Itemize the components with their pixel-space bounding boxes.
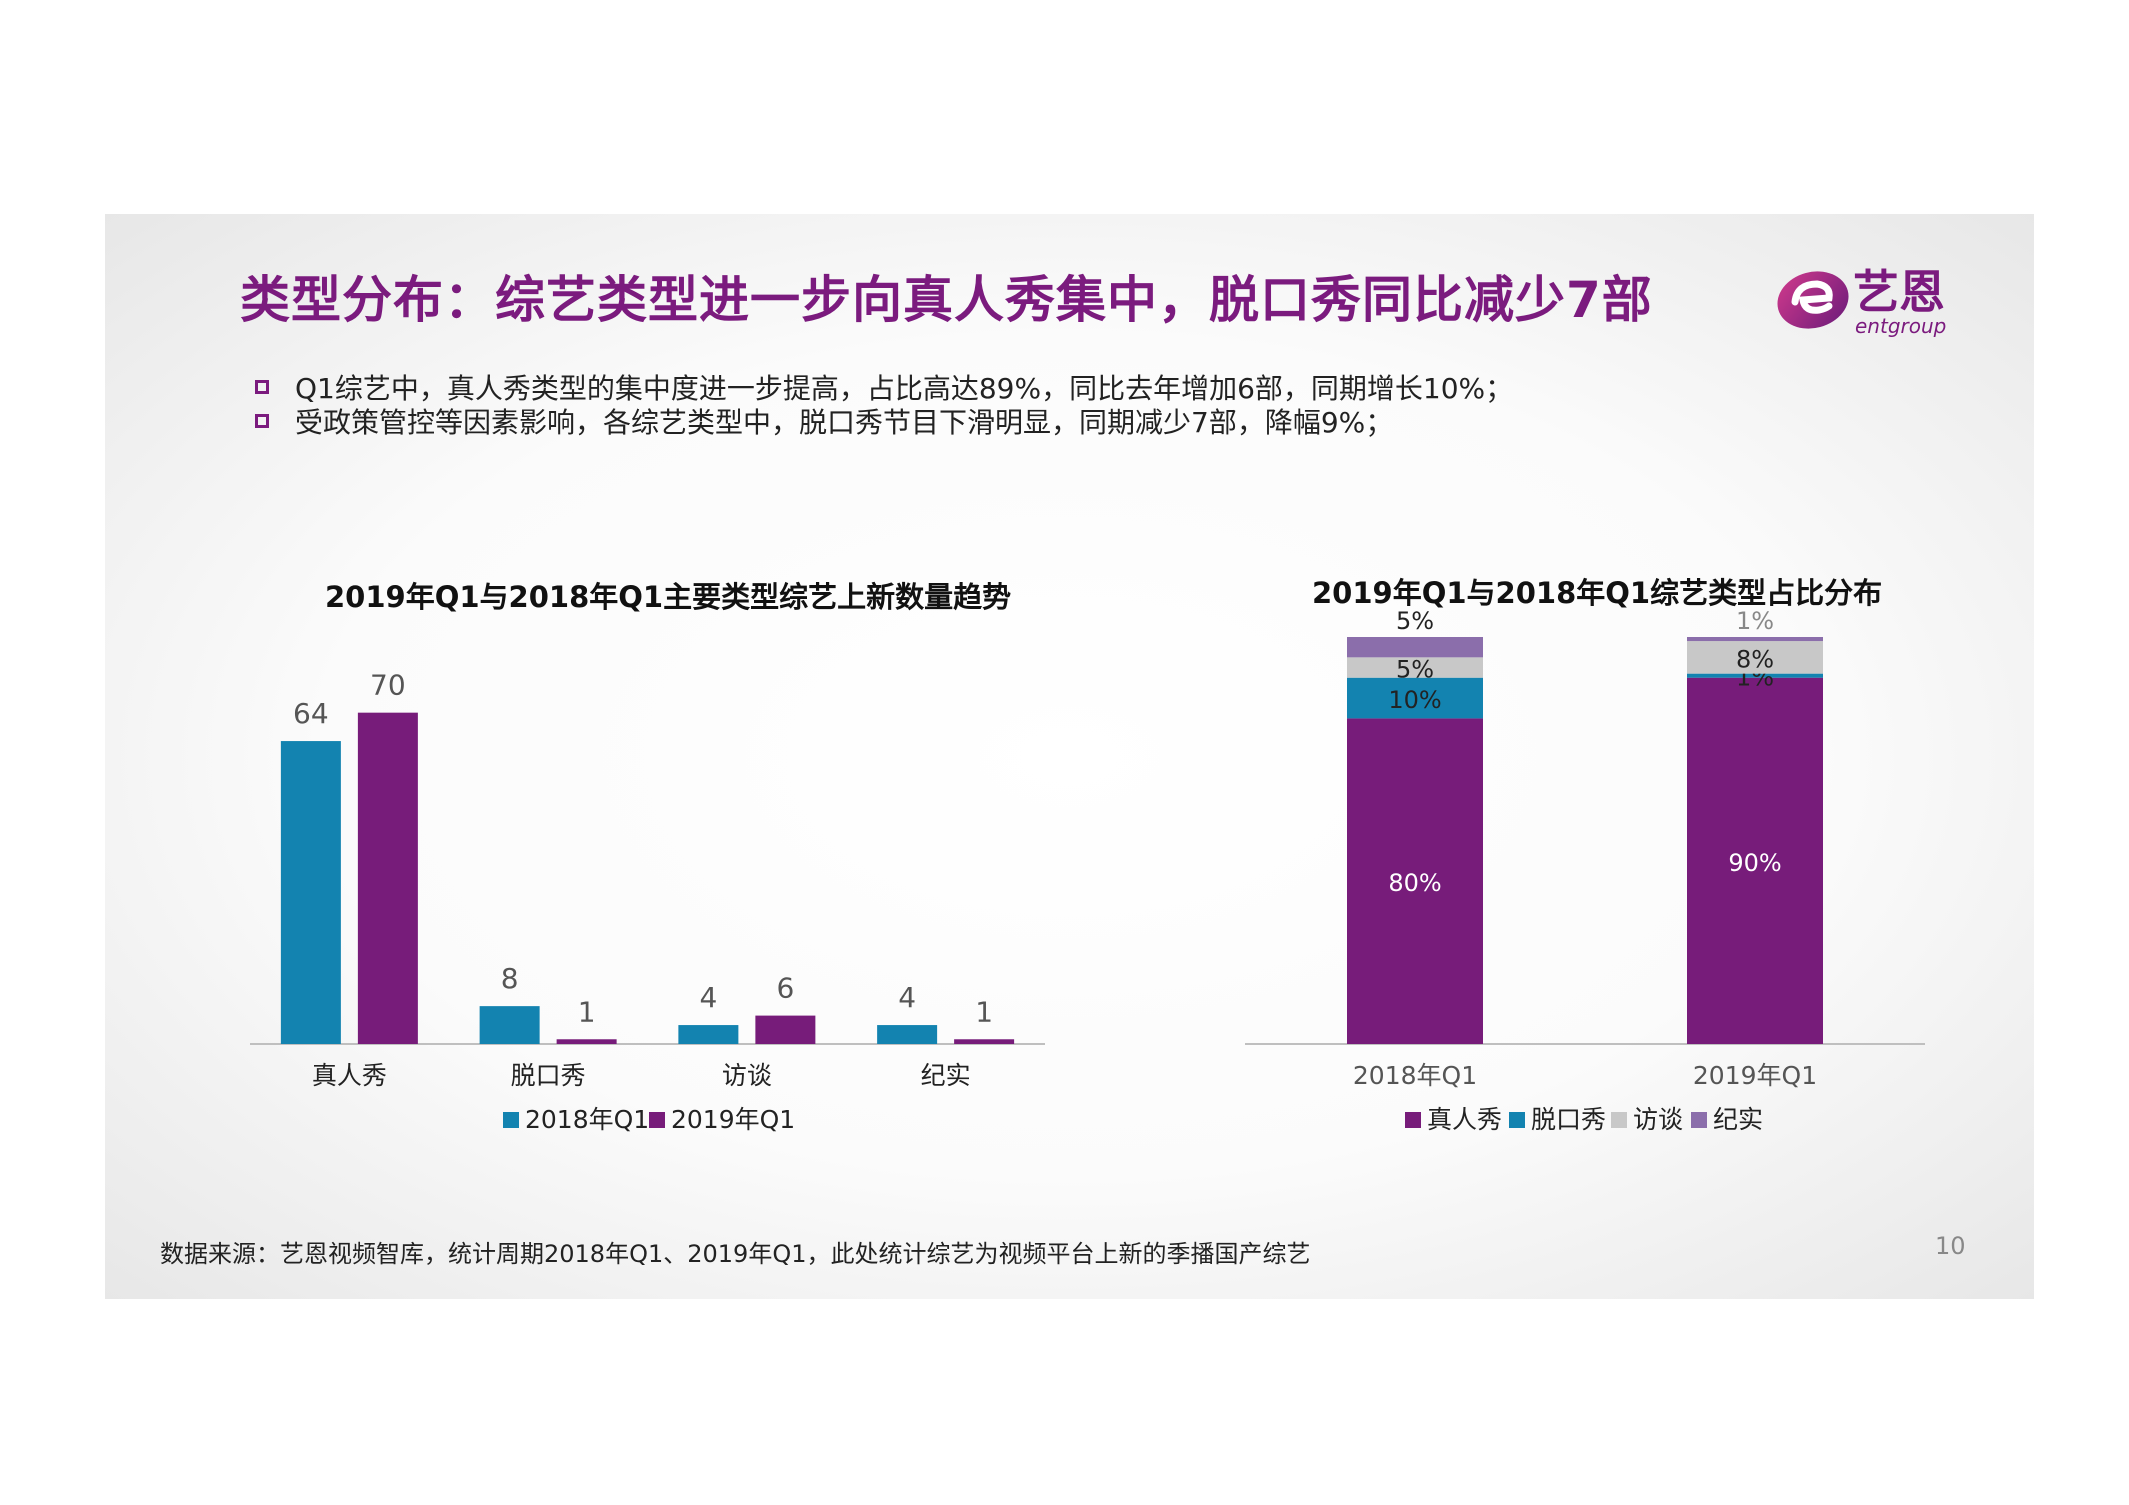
bar-value-label: 4	[699, 981, 717, 1014]
legend-label: 2018年Q1	[525, 1105, 649, 1134]
slide-title: 类型分布：综艺类型进一步向真人秀集中，脱口秀同比减少7部	[240, 271, 1653, 329]
logo-text: 艺恩	[1853, 265, 1945, 319]
segment-value-label: 80%	[1388, 869, 1441, 897]
segment-value-label: 5%	[1396, 656, 1434, 684]
segment-纪实-2018年Q1	[1347, 637, 1483, 658]
segment-value-label: 10%	[1388, 686, 1441, 714]
legend-swatch	[1691, 1112, 1707, 1128]
stacked-chart-title: 2019年Q1与2018年Q1综艺类型占比分布	[1312, 576, 1883, 610]
x-tick-label: 脱口秀	[511, 1061, 586, 1090]
square-bullet-icon	[255, 414, 269, 428]
segment-value-label: 5%	[1396, 607, 1434, 635]
bar-2018年Q1-真人秀	[280, 741, 341, 1044]
entgroup-logo: 艺恩 entgroup	[1775, 262, 1975, 342]
bar-2019年Q1-真人秀	[357, 712, 418, 1044]
segment-脱口秀-2018年Q1	[1347, 677, 1483, 719]
segment-脱口秀-2019年Q1	[1687, 673, 1823, 678]
legend-label: 纪实	[1713, 1105, 1763, 1134]
page-number: 10	[1935, 1232, 1966, 1260]
legend-swatch	[503, 1112, 519, 1128]
bar-value-label: 64	[293, 697, 329, 730]
legend-swatch	[1509, 1112, 1525, 1128]
segment-纪实-2019年Q1	[1687, 637, 1823, 642]
data-source-note: 数据来源：艺恩视频智库，统计周期2018年Q1、2019年Q1，此处统计综艺为视…	[160, 1240, 1311, 1268]
segment-value-label: 8%	[1736, 645, 1774, 673]
bar-2018年Q1-脱口秀	[479, 1006, 540, 1044]
legend-label: 2019年Q1	[671, 1105, 795, 1134]
logo-e-icon	[1777, 271, 1849, 329]
bar-value-label: 8	[501, 962, 519, 995]
bullet-text: Q1综艺中，真人秀类型的集中度进一步提高，占比高达89%，同比去年增加6部，同期…	[295, 372, 1514, 405]
segment-value-label: 90%	[1728, 849, 1781, 877]
logo-subtext: entgroup	[1855, 314, 1947, 338]
stacked-bar-chart: 80%10%5%5%2018年Q190%1%8%1%2019年Q1真人秀 脱口秀访…	[1245, 607, 1925, 1134]
bullet-item: Q1综艺中，真人秀类型的集中度进一步提高，占比高达89%，同比去年增加6部，同期…	[255, 370, 1514, 405]
segment-真人秀-2018年Q1	[1347, 718, 1483, 1044]
segment-value-label: 1%	[1736, 607, 1774, 635]
bar-value-label: 70	[370, 669, 406, 702]
bar-chart: 64 70 真人秀 8 1 脱口秀 4 6 访谈 4 1 纪实 2018年Q1 2019年Q1	[250, 669, 1045, 1134]
bullet-item: 受政策管控等因素影响，各综艺类型中，脱口秀节目下滑明显，同期减少7部，降幅9%；	[255, 404, 1513, 439]
bar-value-label: 1	[578, 995, 596, 1028]
bar-chart-title: 2019年Q1与2018年Q1主要类型综艺上新数量趋势	[325, 580, 1012, 614]
bar-2019年Q1-纪实	[954, 1039, 1015, 1044]
segment-访谈-2018年Q1	[1347, 657, 1483, 678]
legend-label: 真人秀	[1427, 1105, 1502, 1134]
legend-label: 访谈	[1633, 1105, 1683, 1134]
bar-2019年Q1-脱口秀	[556, 1039, 617, 1044]
x-tick-label: 2018年Q1	[1353, 1061, 1477, 1090]
legend-label: 脱口秀	[1531, 1105, 1606, 1134]
bar-value-label: 1	[975, 995, 993, 1028]
slide: 类型分布：综艺类型进一步向真人秀集中，脱口秀同比减少7部 艺恩 entgroup…	[105, 214, 2034, 1299]
bar-value-label: 6	[776, 972, 794, 1005]
bar-value-label: 4	[898, 981, 916, 1014]
x-tick-label: 访谈	[722, 1061, 772, 1090]
x-tick-label: 2019年Q1	[1693, 1061, 1817, 1090]
segment-真人秀-2019年Q1	[1687, 677, 1823, 1044]
bullet-list: Q1综艺中，真人秀类型的集中度进一步提高，占比高达89%，同比去年增加6部，同期…	[255, 370, 1514, 439]
square-bullet-icon	[255, 380, 269, 394]
legend-swatch	[1405, 1112, 1421, 1128]
segment-访谈-2019年Q1	[1687, 641, 1823, 674]
bullet-text: 受政策管控等因素影响，各综艺类型中，脱口秀节目下滑明显，同期减少7部，降幅9%；	[295, 406, 1394, 439]
x-tick-label: 纪实	[921, 1061, 971, 1090]
legend-swatch	[1611, 1112, 1627, 1128]
x-tick-label: 真人秀	[312, 1061, 387, 1090]
legend-swatch	[649, 1112, 665, 1128]
bar-2018年Q1-访谈	[678, 1025, 739, 1044]
bar-2019年Q1-访谈	[755, 1015, 816, 1044]
bar-2018年Q1-纪实	[877, 1025, 938, 1044]
